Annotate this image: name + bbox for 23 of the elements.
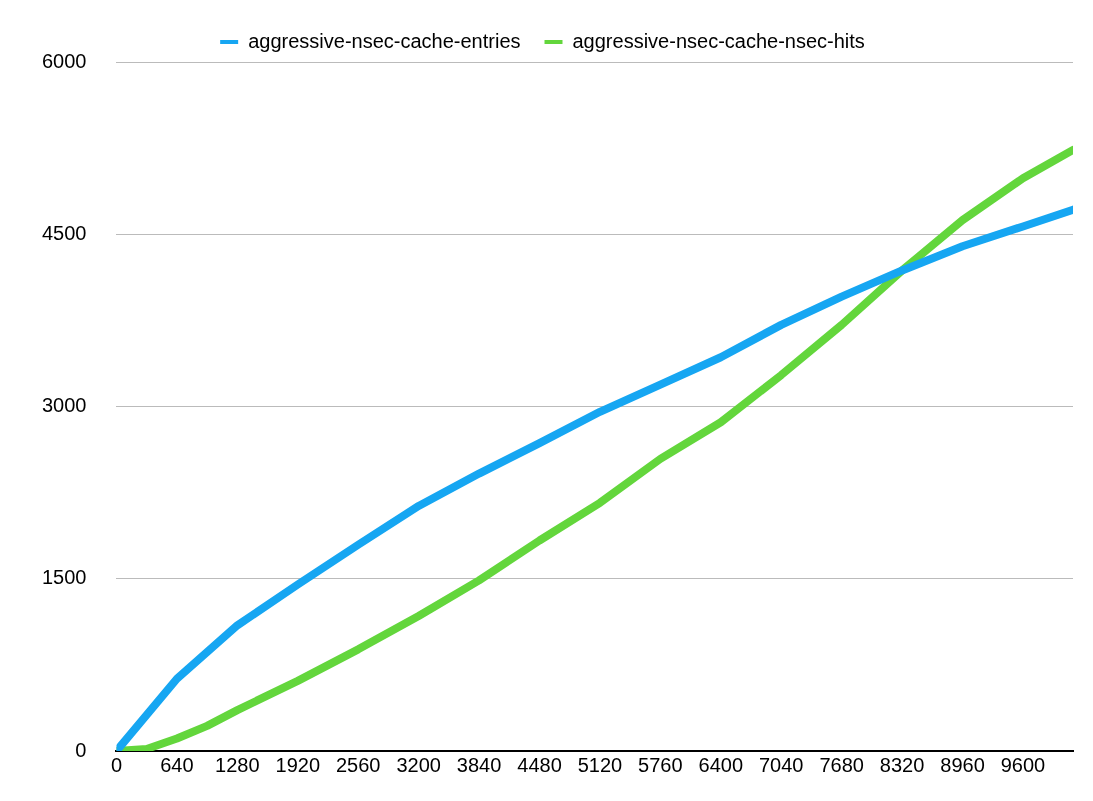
x-tick-label: 2560 [335, 753, 381, 776]
x-tick-label: 3200 [396, 753, 441, 776]
y-tick-label: 3000 [41, 394, 87, 417]
legend-label: aggressive-nsec-cache-entries [248, 29, 521, 52]
x-tick-label: 640 [160, 753, 194, 776]
y-tick-label: 4500 [41, 221, 87, 244]
x-tick-label: 1920 [275, 753, 321, 776]
x-tick-label: 8960 [940, 753, 985, 776]
x-tick-label: 7680 [819, 753, 864, 776]
x-tick-label: 5120 [577, 753, 623, 776]
x-tick-label: 3840 [456, 753, 502, 776]
x-tick-label: 5760 [638, 753, 683, 776]
x-tick-label: 4480 [517, 753, 562, 776]
x-tick-label: 6400 [698, 753, 744, 776]
y-tick-label: 6000 [41, 49, 87, 72]
legend-label: aggressive-nsec-cache-nsec-hits [572, 29, 865, 52]
y-tick-label: 0 [75, 738, 87, 761]
y-tick-label: 1500 [41, 566, 87, 589]
x-tick-label: 7040 [758, 753, 804, 776]
x-tick-label: 0 [110, 753, 123, 776]
x-tick-label: 1280 [215, 753, 260, 776]
x-tick-label: 8320 [879, 753, 925, 776]
x-tick-label: 9600 [1000, 753, 1046, 776]
